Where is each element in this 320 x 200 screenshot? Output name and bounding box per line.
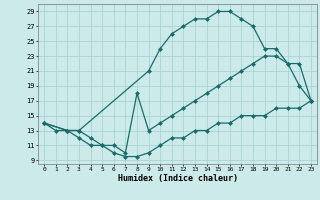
X-axis label: Humidex (Indice chaleur): Humidex (Indice chaleur) — [118, 174, 238, 183]
